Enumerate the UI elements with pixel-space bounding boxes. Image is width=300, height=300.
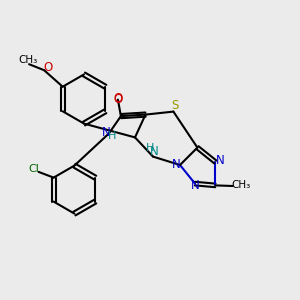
Text: S: S [172, 99, 179, 112]
Text: N: N [101, 125, 110, 139]
Text: H: H [108, 131, 116, 141]
Text: CH₃: CH₃ [232, 180, 251, 190]
Text: Cl: Cl [28, 164, 39, 174]
Text: N: N [150, 145, 159, 158]
Text: O: O [113, 92, 122, 105]
Text: H: H [146, 142, 154, 153]
Text: O: O [43, 61, 52, 74]
Text: N: N [216, 154, 225, 167]
Text: O: O [113, 93, 122, 106]
Text: CH₃: CH₃ [18, 55, 37, 65]
Text: N: N [172, 158, 181, 171]
Text: N: N [190, 178, 200, 192]
